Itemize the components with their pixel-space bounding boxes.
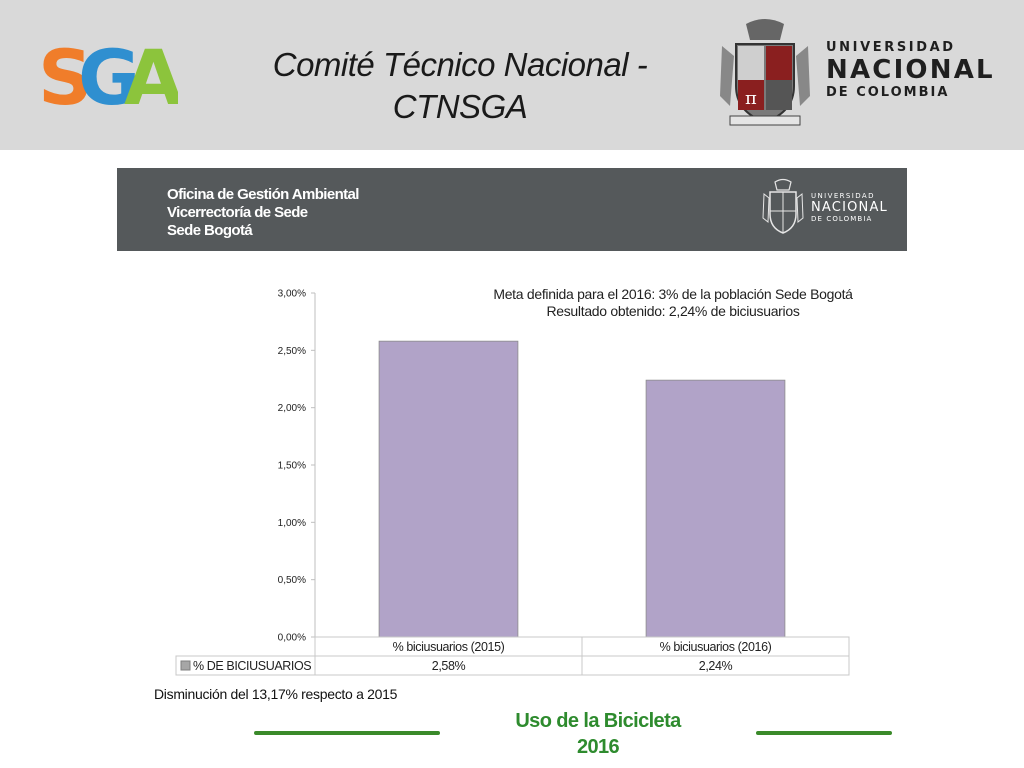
office-banner: Oficina de Gestión Ambiental Vicerrector… (117, 168, 907, 251)
right-decorative-line (756, 731, 892, 735)
x-category-label: % biciusuarios (2015) (393, 640, 505, 654)
y-tick-label: 2,50% (278, 346, 306, 357)
office-line-1: Oficina de Gestión Ambiental (167, 186, 359, 203)
bars-group (378, 340, 786, 638)
title-line-2: CTNSGA (392, 88, 528, 125)
y-tick-label: 0,00% (278, 633, 306, 644)
office-university-line-2: NACIONAL (811, 200, 888, 215)
university-line-2: NACIONAL (826, 55, 995, 85)
svg-text:π: π (745, 88, 757, 109)
decrease-note: Disminución del 13,17% respecto a 2015 (154, 686, 398, 702)
left-decorative-line (254, 731, 440, 735)
sga-logo: S G A (38, 36, 178, 114)
chart-annotation: Resultado obtenido: 2,24% de biciusuario… (546, 303, 799, 319)
footer-title: Uso de la Bicicleta 2016 (470, 708, 726, 760)
chart-annotations: Meta definida para el 2016: 3% de la pob… (493, 286, 853, 319)
office-line-2: Vicerrectoría de Sede (167, 204, 308, 221)
svg-text:S: S (38, 36, 88, 114)
office-line-3: Sede Bogotá (167, 222, 253, 239)
y-tick-label: 1,00% (278, 518, 306, 529)
chart-annotation: Meta definida para el 2016: 3% de la pob… (493, 286, 853, 302)
university-line-1: UNIVERSIDAD (826, 40, 956, 55)
office-info: Oficina de Gestión Ambiental Vicerrector… (167, 186, 359, 240)
y-tick-label: 3,00% (278, 289, 306, 300)
university-crest-icon: π (720, 19, 810, 126)
legend-series-name: % DE BICIUSUARIOS (193, 659, 311, 673)
university-line-3: DE COLOMBIA (826, 85, 950, 100)
legend-swatch (180, 660, 191, 671)
x-category-label: % biciusuarios (2016) (660, 640, 772, 654)
footer-title-line-1: Uso de la Bicicleta (515, 710, 681, 732)
svg-text:G: G (78, 36, 135, 114)
footer-title-line-2: 2016 (576, 736, 620, 758)
y-axis-ticks (311, 292, 315, 638)
header-band (0, 0, 1024, 150)
table-data-row (175, 655, 850, 676)
university-wordmark: UNIVERSIDAD NACIONAL DE COLOMBIA (826, 40, 995, 100)
data-value-label: 2,58% (432, 659, 466, 673)
office-university-wordmark: UNIVERSIDAD NACIONAL DE COLOMBIA (811, 192, 888, 223)
y-tick-labels: 0,00% 0,50% 1,00% 1,50% 2,00% 2,50% 3,00% (278, 289, 306, 644)
svg-text:A: A (124, 36, 178, 114)
office-university-line-3: DE COLOMBIA (811, 215, 873, 223)
y-tick-label: 1,50% (278, 461, 306, 472)
data-table: % biciusuarios (2015) % biciusuarios (201… (175, 636, 850, 676)
title-line-1: Comité Técnico Nacional - (272, 46, 648, 83)
data-value-label: 2,24% (699, 659, 733, 673)
bar (645, 379, 786, 638)
bar (378, 340, 519, 638)
office-crest-icon (762, 178, 804, 234)
y-tick-label: 0,50% (278, 575, 306, 586)
page-title: Comité Técnico Nacional - CTNSGA (210, 44, 710, 128)
office-university-line-1: UNIVERSIDAD (811, 192, 875, 200)
y-tick-label: 2,00% (278, 403, 306, 414)
